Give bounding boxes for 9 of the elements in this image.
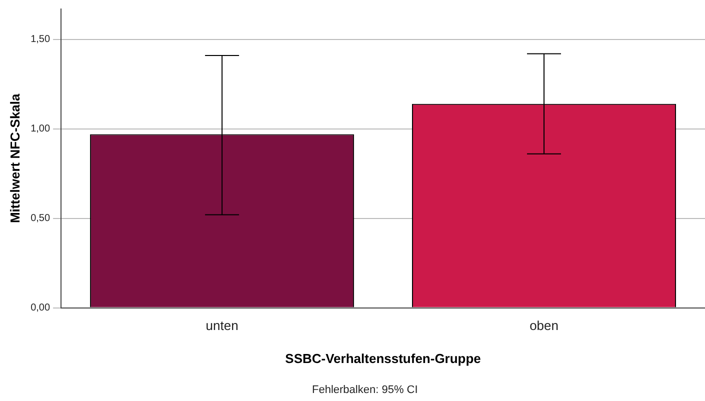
y-tick-label: 0,00 <box>30 302 50 314</box>
text: Fehlerbalken: 95% CI <box>312 384 418 396</box>
y-tick-label: 1,00 <box>30 124 50 135</box>
x-tick-label: unten <box>206 318 238 334</box>
x-tick-label: oben <box>530 318 558 334</box>
y-axis-title: Mittelwert NFC-Skala <box>7 92 22 224</box>
y-tick-label: 0,50 <box>30 213 50 224</box>
x-axis-title: SSBC-Verhaltensstufen-Gruppe <box>285 350 481 366</box>
y-tick-label: 1,50 <box>30 34 50 46</box>
